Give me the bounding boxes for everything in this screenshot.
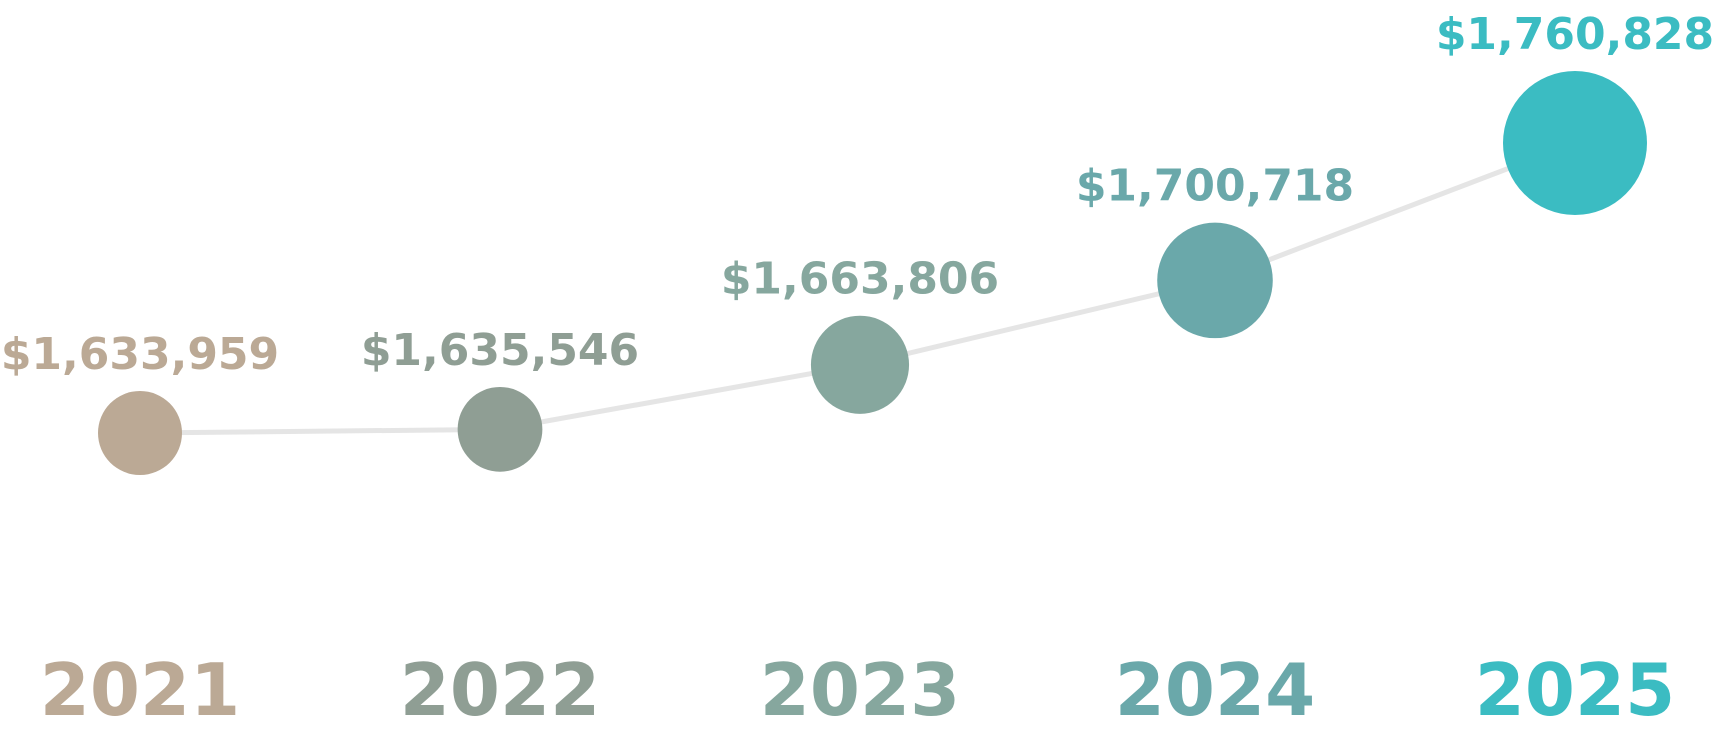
- data-point-2022: [457, 386, 543, 472]
- value-label-2023: $1,663,806: [721, 254, 999, 305]
- value-label-2022: $1,635,546: [361, 325, 639, 376]
- year-label-2024: 2024: [1115, 648, 1315, 732]
- value-label-2025: $1,760,828: [1436, 9, 1714, 60]
- data-point-2021: [98, 391, 182, 475]
- data-labels: $1,633,959 $1,635,546 $1,663,806 $1,700,718…: [1, 9, 1714, 380]
- year-label-2023: 2023: [760, 648, 960, 732]
- value-label-2024: $1,700,718: [1076, 161, 1354, 212]
- data-point-2024: [1157, 222, 1273, 339]
- value-label-2021: $1,633,959: [1, 329, 279, 380]
- year-label-2021: 2021: [40, 648, 240, 732]
- data-point-2023: [810, 315, 910, 414]
- data-points: [98, 71, 1647, 475]
- year-label-2022: 2022: [400, 648, 600, 732]
- data-point-2025: [1503, 71, 1647, 215]
- year-label-2025: 2025: [1475, 648, 1675, 732]
- x-axis-tick-labels: 2021 2022 2023 2024 2025: [40, 648, 1675, 732]
